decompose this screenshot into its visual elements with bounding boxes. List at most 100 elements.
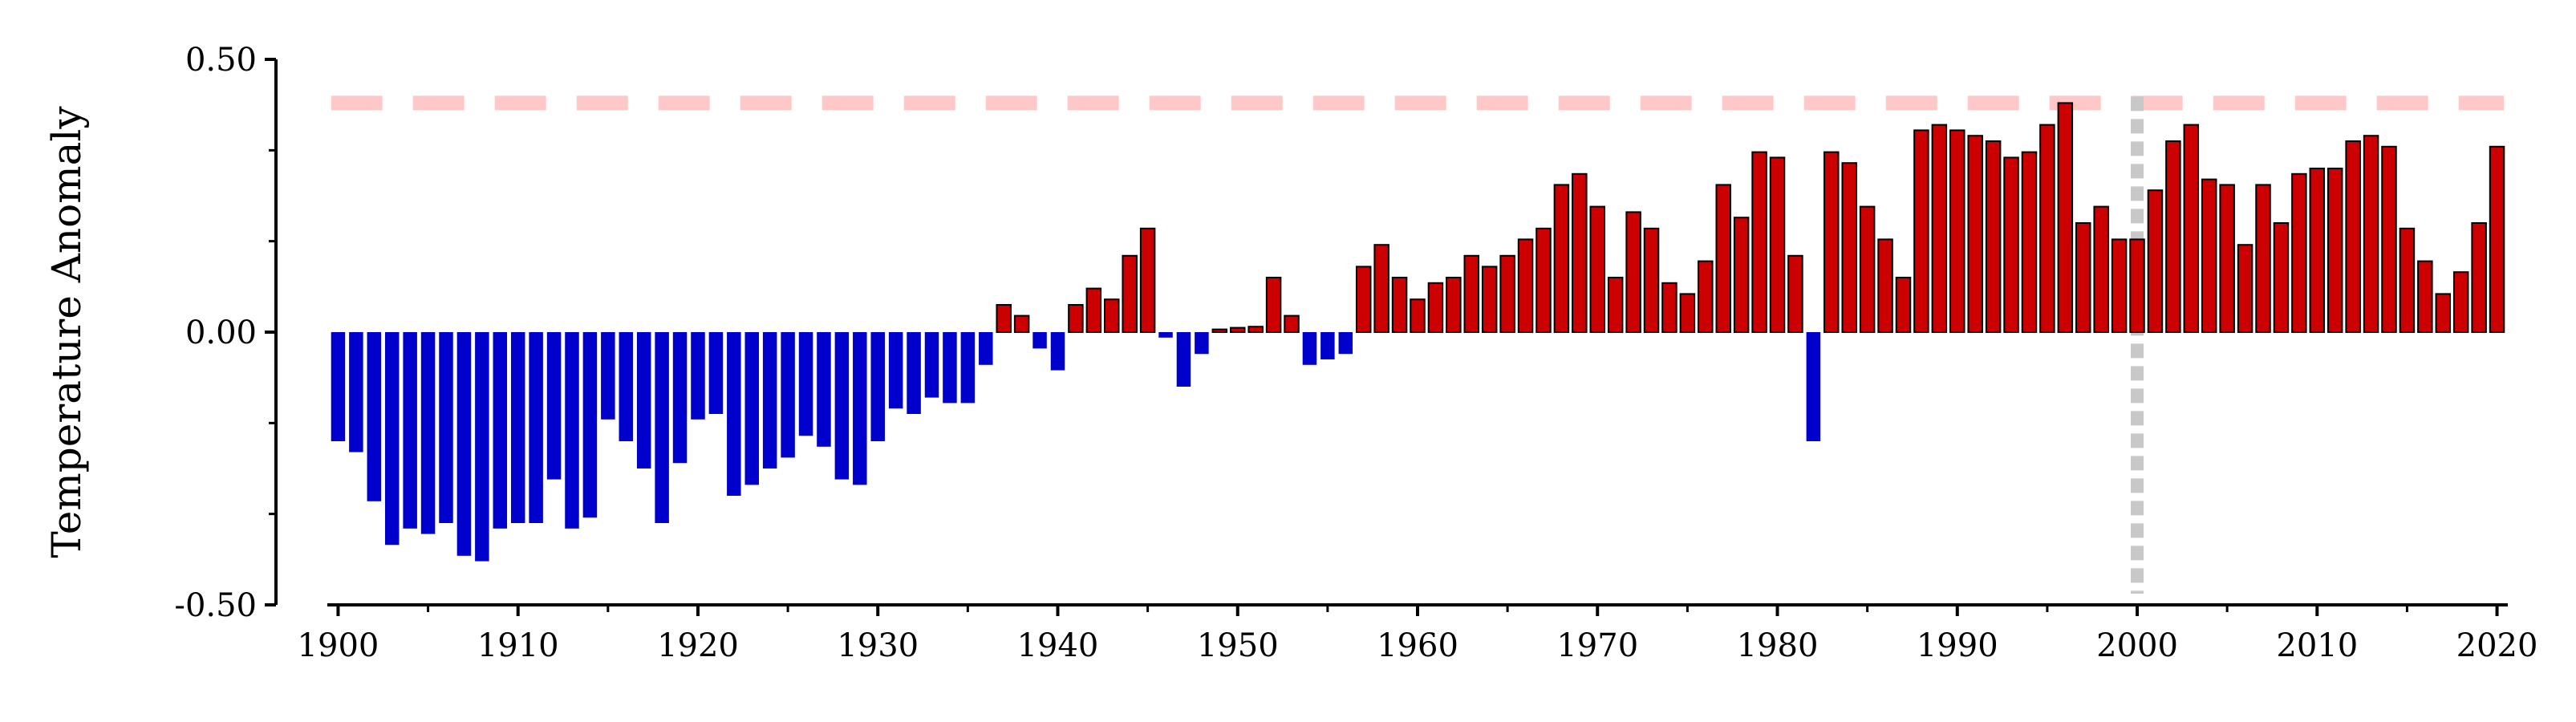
bar-1975 bbox=[1679, 293, 1696, 333]
bar-1944 bbox=[1122, 254, 1138, 333]
x-tick-label: 2020 bbox=[2456, 627, 2538, 664]
bar-2014 bbox=[2381, 145, 2397, 333]
bar-1937 bbox=[996, 304, 1012, 333]
bar-1956 bbox=[1338, 332, 1353, 355]
bar-2004 bbox=[2201, 178, 2217, 333]
bar-1918 bbox=[655, 332, 669, 523]
bar-1924 bbox=[762, 332, 777, 468]
bar-1996 bbox=[2057, 102, 2074, 333]
bar-1927 bbox=[817, 332, 831, 447]
bar-1964 bbox=[1481, 266, 1498, 333]
bar-1919 bbox=[672, 332, 688, 464]
bar-1987 bbox=[1895, 277, 1912, 333]
bar-1981 bbox=[1787, 254, 1803, 333]
bar-2018 bbox=[2452, 271, 2469, 334]
bar-1912 bbox=[546, 332, 562, 480]
bar-1958 bbox=[1373, 244, 1389, 334]
bar-1908 bbox=[475, 332, 489, 562]
bar-2010 bbox=[2309, 168, 2326, 333]
bar-1972 bbox=[1625, 211, 1641, 333]
bar-2015 bbox=[2399, 227, 2416, 333]
bar-1945 bbox=[1139, 227, 1156, 333]
x-tick-label: 1960 bbox=[1377, 627, 1458, 664]
bar-1929 bbox=[853, 332, 867, 485]
x-tick-label: 1930 bbox=[837, 627, 919, 664]
bar-1968 bbox=[1553, 184, 1570, 333]
bar-1973 bbox=[1643, 227, 1660, 333]
bar-1952 bbox=[1265, 277, 1282, 333]
bar-1997 bbox=[2075, 222, 2091, 333]
bar-1957 bbox=[1355, 266, 1372, 333]
bar-1925 bbox=[781, 332, 795, 458]
bar-1961 bbox=[1427, 282, 1444, 333]
bar-1982 bbox=[1806, 332, 1821, 441]
bar-1965 bbox=[1499, 254, 1515, 333]
x-tick-label: 1950 bbox=[1197, 627, 1279, 664]
bar-1905 bbox=[420, 332, 436, 534]
bar-1995 bbox=[2039, 124, 2055, 333]
bar-1946 bbox=[1158, 332, 1173, 338]
x-tick-label: 1980 bbox=[1737, 627, 1819, 664]
y-tick-label: 0.00 bbox=[185, 314, 257, 351]
bar-1913 bbox=[565, 332, 579, 529]
y-tick-label: -0.50 bbox=[174, 587, 257, 624]
bar-1980 bbox=[1769, 156, 1786, 333]
bar-1940 bbox=[1050, 332, 1065, 371]
bar-2002 bbox=[2165, 140, 2181, 333]
bar-1933 bbox=[924, 332, 939, 398]
bar-1928 bbox=[834, 332, 850, 480]
bar-1966 bbox=[1517, 238, 1534, 333]
x-tick-label: 2010 bbox=[2276, 627, 2358, 664]
bar-1907 bbox=[456, 332, 472, 556]
bar-1939 bbox=[1032, 332, 1047, 349]
bar-1926 bbox=[798, 332, 813, 436]
bar-1922 bbox=[727, 332, 741, 496]
bar-2016 bbox=[2417, 260, 2433, 334]
bar-1917 bbox=[636, 332, 651, 468]
bar-1932 bbox=[907, 332, 921, 414]
bar-1985 bbox=[1859, 205, 1876, 333]
bar-1904 bbox=[403, 332, 417, 529]
bar-1960 bbox=[1410, 298, 1426, 334]
bar-2009 bbox=[2291, 172, 2307, 333]
bar-1988 bbox=[1913, 129, 1929, 333]
bar-1989 bbox=[1931, 124, 1948, 333]
bars bbox=[331, 102, 2505, 562]
bar-1974 bbox=[1661, 282, 1677, 333]
bar-2007 bbox=[2255, 184, 2271, 333]
bar-1971 bbox=[1607, 277, 1624, 333]
bar-1991 bbox=[1967, 135, 1983, 333]
bar-1930 bbox=[870, 332, 885, 441]
bar-1938 bbox=[1013, 314, 1030, 334]
bar-1999 bbox=[2111, 238, 2128, 333]
bar-1955 bbox=[1320, 332, 1335, 359]
bar-1923 bbox=[744, 332, 759, 485]
bar-1994 bbox=[2021, 151, 2038, 333]
bar-1915 bbox=[601, 332, 615, 420]
bar-1935 bbox=[960, 332, 976, 404]
bar-1978 bbox=[1733, 217, 1750, 334]
bar-2003 bbox=[2183, 124, 2200, 333]
x-tick-label: 1900 bbox=[298, 627, 379, 664]
bar-2013 bbox=[2363, 135, 2379, 333]
y-tick-label: 0.50 bbox=[185, 42, 257, 79]
bar-1910 bbox=[510, 332, 525, 523]
bar-1906 bbox=[439, 332, 453, 523]
bar-1902 bbox=[367, 332, 382, 501]
bar-1969 bbox=[1572, 172, 1588, 333]
bar-1953 bbox=[1284, 314, 1300, 334]
bar-2017 bbox=[2435, 293, 2452, 333]
bar-1970 bbox=[1589, 205, 1606, 333]
bar-2011 bbox=[2327, 168, 2343, 333]
bar-1947 bbox=[1176, 332, 1191, 387]
bar-1993 bbox=[2003, 156, 2019, 333]
bar-1931 bbox=[888, 332, 903, 409]
bar-1934 bbox=[943, 332, 957, 404]
bar-1903 bbox=[384, 332, 400, 546]
x-tick-label: 1920 bbox=[657, 627, 739, 664]
bar-2000 bbox=[2129, 238, 2145, 333]
x-tick-label: 1990 bbox=[1917, 627, 1998, 664]
bar-1911 bbox=[529, 332, 543, 523]
bar-1954 bbox=[1302, 332, 1317, 365]
bar-2005 bbox=[2219, 184, 2235, 333]
